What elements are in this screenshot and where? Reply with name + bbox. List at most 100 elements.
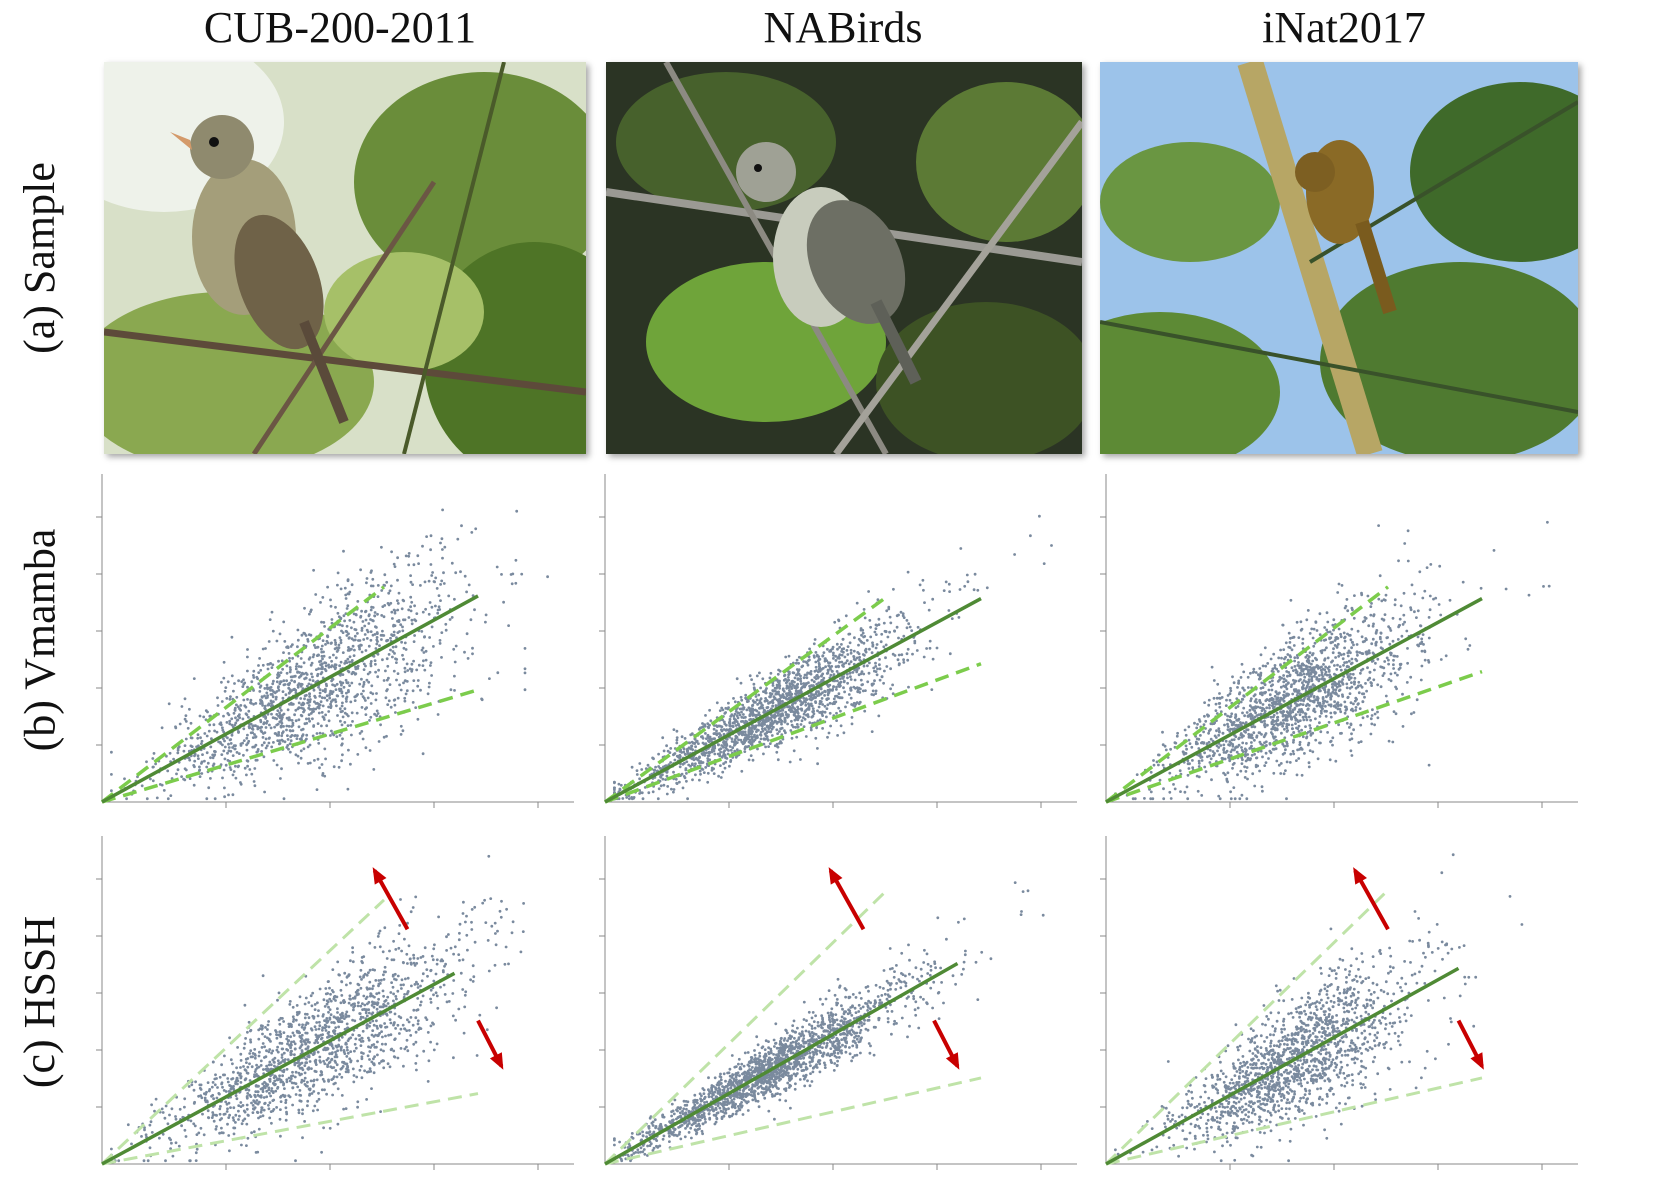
data-point <box>826 693 830 697</box>
data-point <box>1325 611 1329 615</box>
data-point <box>234 744 237 747</box>
data-point <box>367 622 371 625</box>
data-point <box>350 672 354 676</box>
data-point <box>1352 728 1355 732</box>
data-point <box>364 699 367 702</box>
data-point <box>1263 691 1267 695</box>
data-point <box>1336 707 1340 711</box>
data-point <box>290 679 293 682</box>
data-point <box>846 653 850 656</box>
data-point <box>409 605 412 609</box>
data-point <box>268 618 272 621</box>
data-point <box>850 722 854 726</box>
data-point <box>323 747 327 751</box>
data-point <box>277 671 280 675</box>
data-point <box>423 668 427 672</box>
data-point <box>327 710 331 713</box>
data-point <box>213 753 217 757</box>
data-point <box>392 630 396 634</box>
data-point <box>281 690 285 693</box>
data-point <box>807 655 811 659</box>
data-point <box>826 671 830 675</box>
data-point <box>638 777 641 781</box>
data-point <box>1286 653 1290 656</box>
data-point <box>1224 739 1228 743</box>
data-point <box>347 748 350 752</box>
data-point <box>211 756 215 760</box>
data-point <box>828 666 832 669</box>
data-point <box>1416 635 1420 639</box>
data-point <box>306 745 310 749</box>
data-point <box>154 762 157 766</box>
data-point <box>429 548 432 552</box>
data-point <box>398 630 401 633</box>
data-point <box>389 636 392 640</box>
data-point <box>1149 790 1153 794</box>
data-point <box>1149 797 1153 801</box>
data-point <box>1346 654 1350 658</box>
data-point <box>1151 797 1155 801</box>
data-point <box>1340 584 1344 587</box>
data-point <box>713 737 716 741</box>
data-point <box>314 593 318 596</box>
data-point <box>712 772 716 775</box>
data-point <box>239 708 243 712</box>
data-point <box>804 660 808 664</box>
data-point <box>817 693 821 697</box>
data-point <box>808 721 812 725</box>
outlier-point <box>910 629 914 632</box>
data-point <box>661 736 665 740</box>
data-point <box>765 735 769 738</box>
data-point <box>797 716 801 719</box>
data-point <box>857 673 861 677</box>
data-point <box>654 765 657 769</box>
scatter-points <box>613 514 1053 801</box>
outlier-point <box>1050 544 1053 547</box>
data-point <box>1398 666 1402 670</box>
data-point <box>345 624 349 628</box>
data-point <box>1285 760 1289 764</box>
data-point <box>338 623 342 627</box>
data-point <box>295 662 299 666</box>
data-point <box>1357 684 1360 688</box>
data-point <box>341 651 345 654</box>
data-point <box>751 758 755 762</box>
data-point <box>404 648 408 651</box>
data-point <box>856 651 860 654</box>
data-point <box>300 728 303 732</box>
data-point <box>229 768 233 771</box>
data-point <box>269 726 273 730</box>
data-point <box>410 618 414 622</box>
data-point <box>442 582 446 585</box>
data-point <box>1202 723 1206 727</box>
data-point <box>1248 704 1252 708</box>
data-point <box>193 759 197 763</box>
data-point <box>745 720 749 724</box>
data-point <box>1302 668 1306 671</box>
data-point <box>523 688 527 692</box>
data-point <box>428 681 431 685</box>
data-point <box>361 620 365 623</box>
data-point <box>747 731 751 735</box>
data-point <box>1305 736 1308 740</box>
data-point <box>514 581 518 585</box>
data-point <box>1258 667 1262 670</box>
data-point <box>240 680 244 683</box>
data-point <box>1157 753 1161 757</box>
data-point <box>1351 640 1354 644</box>
data-point <box>237 679 241 683</box>
data-point <box>849 675 852 679</box>
data-point <box>396 608 400 612</box>
data-point <box>235 751 239 754</box>
data-point <box>1340 680 1343 683</box>
data-point <box>441 548 444 551</box>
data-point <box>395 678 398 682</box>
scatter-plot-cub-vmamba <box>96 470 580 810</box>
data-point <box>740 769 744 773</box>
data-point <box>1207 703 1211 707</box>
data-point <box>279 680 282 683</box>
data-point <box>267 741 271 745</box>
data-point <box>814 700 817 703</box>
data-point <box>1335 702 1339 706</box>
data-point <box>1327 688 1331 692</box>
